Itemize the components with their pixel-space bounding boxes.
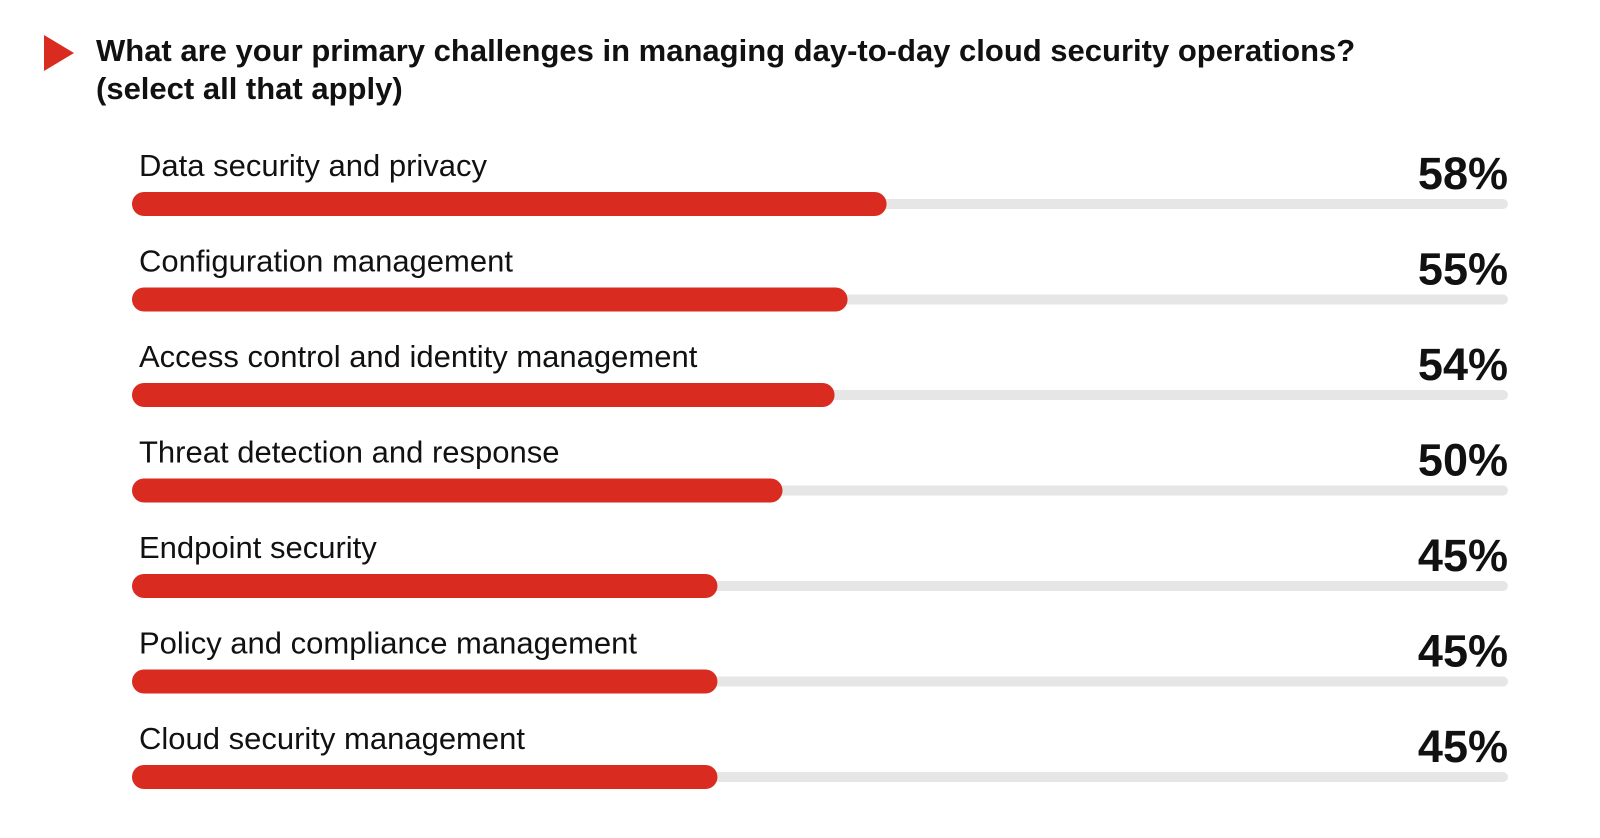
value-label: 54% [1418, 339, 1508, 390]
chart-title: What are your primary challenges in mana… [96, 32, 1576, 108]
title-marker-icon [44, 35, 74, 71]
category-label: Data security and privacy [139, 148, 488, 183]
chart-title-line-1: What are your primary challenges in mana… [96, 33, 1356, 68]
value-label: 55% [1418, 244, 1508, 295]
chart-title-line-2: (select all that apply) [96, 71, 403, 106]
category-label: Endpoint security [139, 530, 377, 565]
category-label: Cloud security management [139, 721, 525, 756]
value-label: 45% [1418, 530, 1508, 581]
value-label: 45% [1418, 626, 1508, 677]
category-label: Configuration management [139, 244, 513, 279]
bar [132, 669, 718, 694]
category-label: Policy and compliance management [139, 626, 637, 661]
category-label: Access control and identity management [139, 339, 698, 374]
bar [132, 765, 718, 789]
category-label: Threat detection and response [139, 435, 560, 470]
value-label: 50% [1418, 435, 1508, 486]
bar [132, 383, 835, 407]
bar [132, 287, 848, 312]
bar [132, 478, 783, 503]
bar [132, 574, 718, 598]
value-label: 58% [1418, 148, 1508, 199]
value-label: 45% [1418, 721, 1508, 772]
bar [132, 192, 887, 216]
